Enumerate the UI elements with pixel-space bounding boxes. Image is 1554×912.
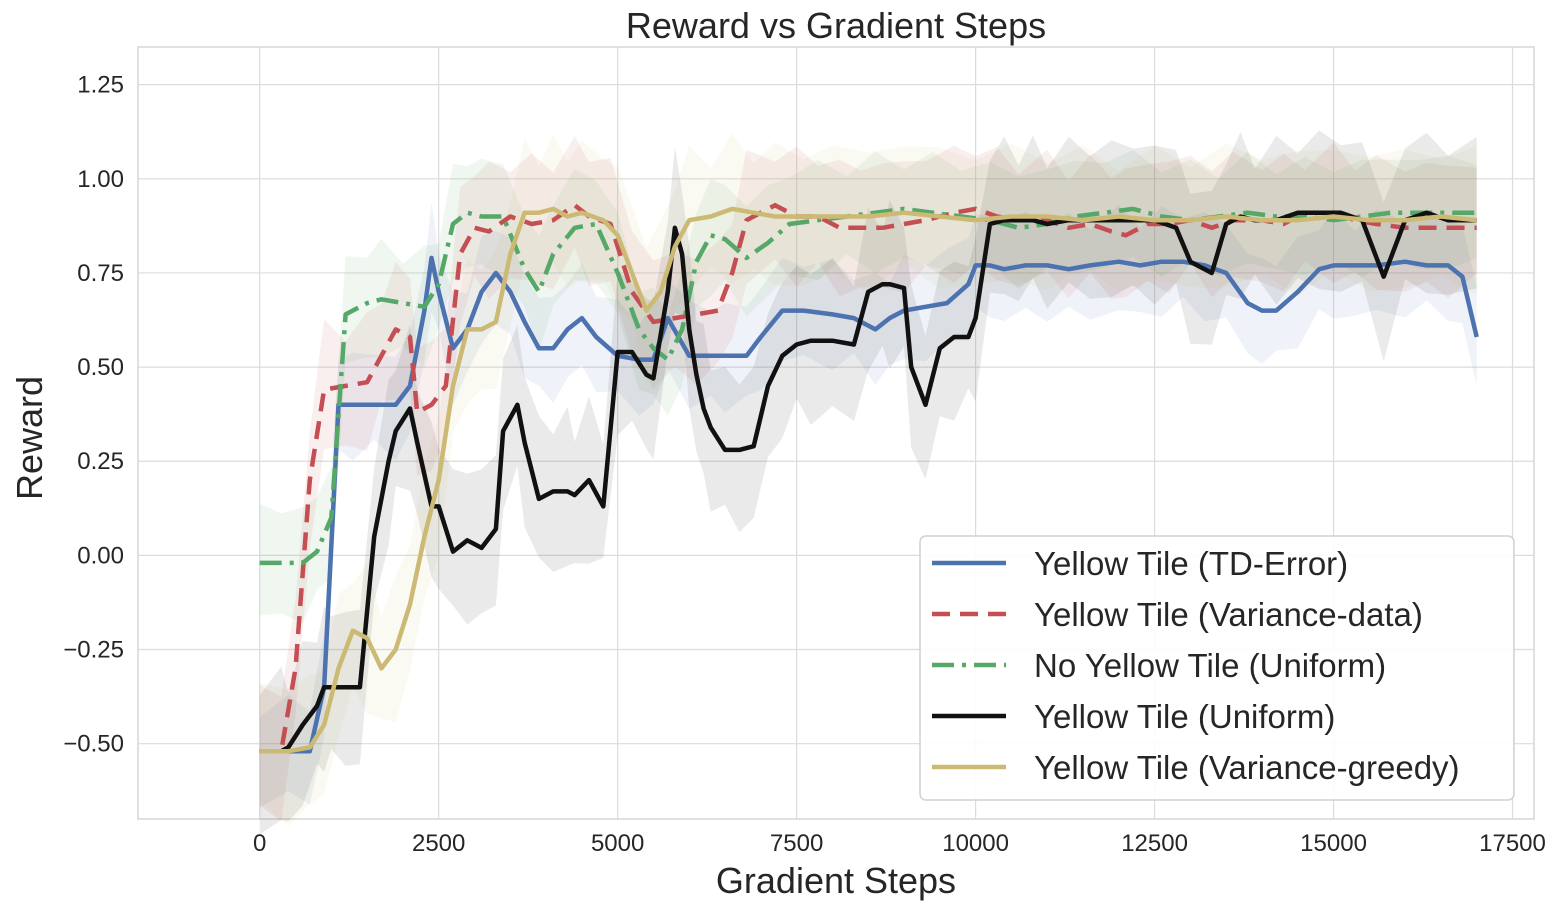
series-band	[259, 133, 1477, 827]
series-lines	[259, 202, 1479, 754]
x-tick-label: 2500	[412, 830, 465, 857]
legend-label: Yellow Tile (Variance-data)	[1034, 596, 1423, 633]
legend-label: Yellow Tile (Variance-greedy)	[1034, 749, 1460, 786]
x-tick-label: 17500	[1479, 830, 1546, 857]
legend: Yellow Tile (TD-Error) Yellow Tile (Varia…	[919, 535, 1515, 801]
y-tick-label: 1.25	[77, 72, 124, 99]
legend-label: Yellow Tile (TD-Error)	[1034, 545, 1348, 582]
series-band	[259, 135, 1477, 822]
y-tick-label: 0.25	[77, 448, 124, 475]
x-tick-label: 12500	[1121, 830, 1188, 857]
series-line	[259, 206, 1477, 754]
y-tick-label: −0.25	[63, 637, 124, 664]
series-band	[259, 149, 1477, 623]
x-tick-label: 7500	[770, 830, 823, 857]
series-band	[259, 202, 1477, 808]
x-tick-label: 5000	[591, 830, 644, 857]
legend-box	[919, 535, 1515, 801]
legend-label: Yellow Tile (Uniform)	[1034, 698, 1335, 735]
y-tick-label: 0.50	[77, 354, 124, 381]
tick-labels: 0 2500 5000 7500 10000 12500 15000 17500 −0.50 −0…	[63, 72, 1546, 857]
y-axis-label: Reward	[9, 376, 50, 500]
x-tick-label: 10000	[942, 830, 1009, 857]
chart-title: Reward vs Gradient Steps	[626, 5, 1046, 46]
x-tick-label: 15000	[1300, 830, 1367, 857]
y-tick-label: 1.00	[77, 166, 124, 193]
confidence-bands	[259, 130, 1477, 835]
series-line	[259, 255, 1479, 754]
y-tick-label: 0.75	[77, 260, 124, 287]
x-axis-label: Gradient Steps	[716, 860, 956, 901]
x-tick-label: 0	[253, 830, 266, 857]
series-band	[259, 130, 1477, 835]
y-tick-label: 0.00	[77, 542, 124, 569]
y-tick-label: −0.50	[63, 731, 124, 758]
legend-label: No Yellow Tile (Uniform)	[1034, 647, 1386, 684]
